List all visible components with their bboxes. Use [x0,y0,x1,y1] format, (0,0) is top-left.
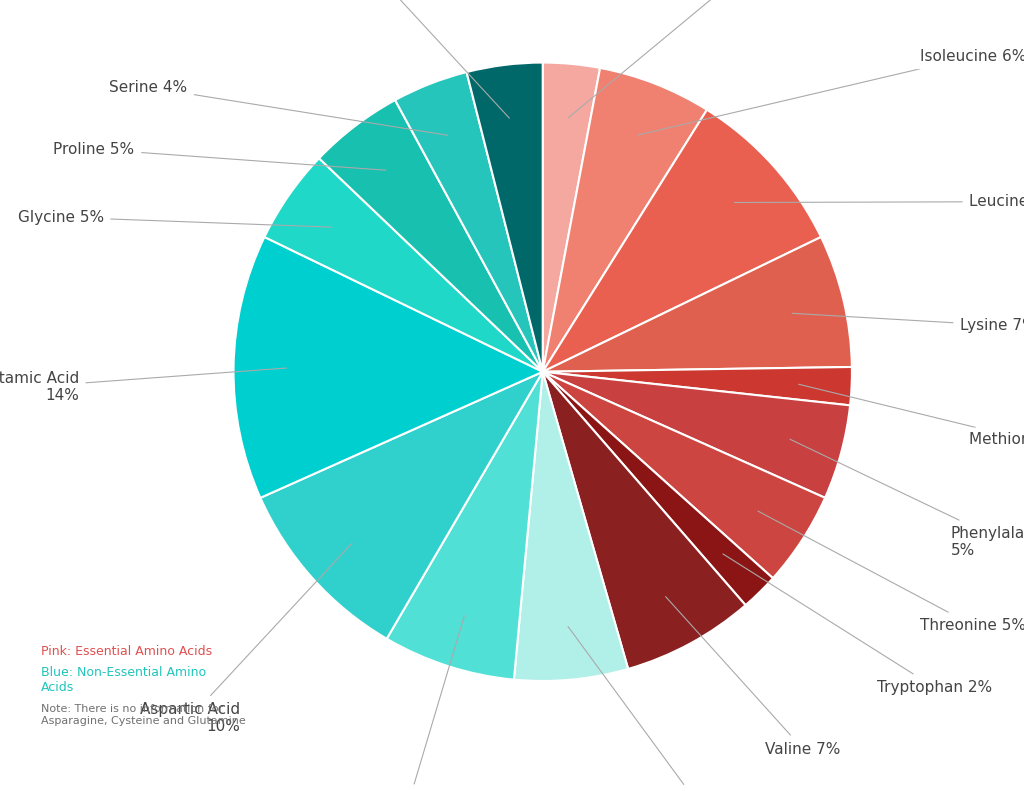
Text: Arginine 7%: Arginine 7% [364,616,464,791]
Wedge shape [233,237,543,498]
Wedge shape [543,110,821,372]
Wedge shape [467,62,543,372]
Text: Aspartic Acid
10%: Aspartic Acid 10% [139,543,352,734]
Wedge shape [319,100,543,372]
Wedge shape [260,372,543,639]
Text: Blue: Non-Essential Amino
Acids: Blue: Non-Essential Amino Acids [41,666,206,694]
Text: Proline 5%: Proline 5% [53,142,386,170]
Text: Isoleucine 6%: Isoleucine 6% [638,49,1024,135]
Text: Threonine 5%: Threonine 5% [758,511,1024,633]
Wedge shape [543,372,745,669]
Text: Alanine 6%: Alanine 6% [568,626,737,791]
Text: Glutamic Acid
14%: Glutamic Acid 14% [0,368,287,403]
Wedge shape [387,372,543,679]
Text: Phenylalanine
5%: Phenylalanine 5% [790,439,1024,558]
Text: Lysine 7%: Lysine 7% [793,313,1024,333]
Wedge shape [514,372,628,681]
Wedge shape [543,372,850,498]
Text: Methionine 2%: Methionine 2% [799,384,1024,447]
Text: Tryptophan 2%: Tryptophan 2% [723,554,992,694]
Text: Serine 4%: Serine 4% [109,80,447,135]
Text: Note: There is no information for
Asparagine, Cysteine and Glutamine: Note: There is no information for Aspara… [41,704,246,725]
Wedge shape [543,372,773,605]
Text: Tyrosine 4%: Tyrosine 4% [321,0,509,118]
Wedge shape [543,68,707,372]
Text: Leucine 9%: Leucine 9% [734,195,1024,209]
Text: Histidine 3 %: Histidine 3 % [568,0,805,118]
Text: Valine 7%: Valine 7% [666,596,841,756]
Wedge shape [543,62,600,372]
Wedge shape [543,237,852,372]
Wedge shape [395,72,543,372]
Wedge shape [543,372,825,578]
Text: Glycine 5%: Glycine 5% [17,210,332,227]
Wedge shape [543,367,852,405]
Text: Pink: Essential Amino Acids: Pink: Essential Amino Acids [41,645,212,657]
Wedge shape [264,158,543,372]
